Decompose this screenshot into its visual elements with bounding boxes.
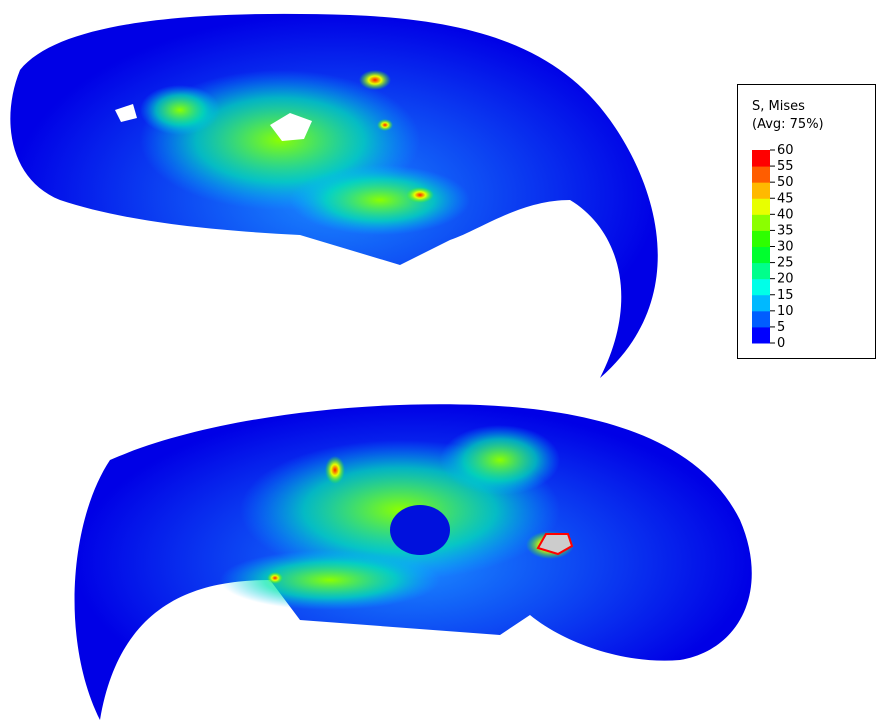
tick-label: 5 bbox=[777, 320, 785, 335]
tick-label: 0 bbox=[777, 336, 785, 351]
legend: S, Mises (Avg: 75%) 60555045403530252015… bbox=[737, 84, 876, 359]
stress-hotspot bbox=[406, 187, 434, 203]
color-band bbox=[752, 294, 770, 312]
stress-zone bbox=[440, 425, 560, 495]
color-band bbox=[752, 150, 770, 167]
stress-zone bbox=[220, 550, 440, 610]
tick-label: 20 bbox=[777, 272, 794, 287]
tick-label: 60 bbox=[777, 143, 794, 158]
stress-zone bbox=[290, 165, 470, 235]
opening bbox=[115, 104, 137, 122]
stress-hotspot bbox=[377, 119, 393, 131]
skull-bottom bbox=[74, 404, 752, 720]
tick-label: 30 bbox=[777, 240, 794, 255]
legend-subtitle: (Avg: 75%) bbox=[752, 117, 824, 132]
color-band bbox=[752, 214, 770, 231]
color-band bbox=[752, 198, 770, 215]
tick-label: 50 bbox=[777, 175, 794, 190]
tick-label: 25 bbox=[777, 256, 794, 271]
stress-zone bbox=[140, 85, 220, 135]
tick-label: 35 bbox=[777, 223, 794, 238]
stress-hotspot bbox=[267, 572, 283, 584]
tick-label: 10 bbox=[777, 304, 794, 319]
opening bbox=[270, 113, 312, 141]
legend-title: S, Mises bbox=[752, 99, 805, 114]
stress-hotspot bbox=[325, 456, 345, 484]
skull-top bbox=[10, 13, 658, 379]
tick-label: 55 bbox=[777, 159, 794, 174]
stress-hotspot bbox=[359, 70, 391, 90]
color-band bbox=[752, 166, 770, 183]
color-band bbox=[752, 326, 770, 344]
tick-label: 15 bbox=[777, 288, 794, 303]
color-band bbox=[752, 246, 770, 264]
color-band bbox=[752, 230, 770, 247]
color-band bbox=[752, 262, 770, 280]
color-band bbox=[752, 182, 770, 199]
color-band bbox=[752, 310, 770, 328]
tick-label: 40 bbox=[777, 207, 794, 222]
color-band bbox=[752, 278, 770, 296]
opening bbox=[536, 533, 574, 556]
depression bbox=[390, 505, 450, 555]
tick-label: 45 bbox=[777, 191, 794, 206]
